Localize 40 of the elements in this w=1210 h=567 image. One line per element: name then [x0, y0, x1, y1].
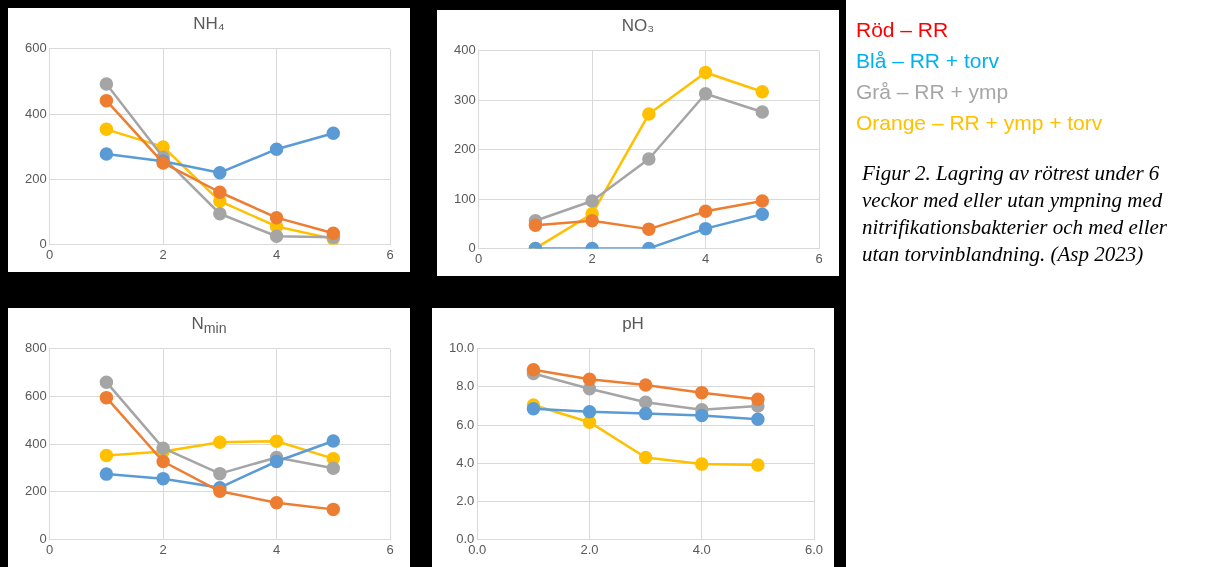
y-tick-label: 0: [39, 530, 47, 546]
y-tick-label: 200: [453, 141, 476, 157]
x-tick-label: 6: [386, 541, 394, 557]
x-tick-label: 4.0: [692, 541, 711, 557]
y-tick-label: 600: [24, 388, 47, 404]
x-tick-label: 2: [588, 250, 596, 266]
y-tick-label: 8.0: [456, 378, 475, 394]
x-tick-label: 6.0: [804, 541, 824, 557]
y-tick-label: 4.0: [456, 454, 475, 470]
text: Röd – RR: [856, 17, 950, 43]
x-tick-label: 6: [815, 250, 823, 266]
y-tick-label: 10.0: [448, 340, 475, 356]
y-tick-label: 600: [24, 40, 47, 56]
x-tick-label: 2: [159, 541, 167, 557]
y-tick-label: 400: [24, 105, 47, 121]
chart-title: NH₄: [192, 14, 226, 34]
y-tick-label: 200: [24, 483, 47, 499]
y-tick-label: 0.0: [456, 530, 475, 546]
chart-title: pH: [621, 314, 645, 334]
text: Blå – RR + torv: [856, 48, 1000, 74]
x-tick-label: 4: [701, 250, 710, 266]
y-tick-label: 200: [24, 170, 47, 186]
y-tick-label: 6.0: [456, 416, 475, 432]
y-tick-label: 2.0: [456, 492, 475, 508]
y-tick-label: 400: [453, 42, 476, 58]
x-tick-label: 2.0: [580, 541, 599, 557]
y-tick-label: 800: [24, 340, 47, 356]
x-tick-label: 4: [272, 246, 281, 262]
x-tick-label: 2: [159, 246, 167, 262]
y-tick-label: 100: [453, 190, 476, 206]
x-tick-label: 6: [386, 246, 394, 262]
chart-title: N$_{min}$: [190, 314, 228, 337]
x-tick-label: 4: [272, 541, 281, 557]
y-tick-label: 400: [24, 435, 47, 451]
text: Orange – RR + ymp + torv: [856, 110, 1104, 136]
y-tick-label: 0: [39, 235, 47, 251]
chart-title: NO₃: [620, 16, 656, 36]
text: Figur 2. Lagring av rötrest under 6 veckor med eller utan ympning med nitrifikationsbakterier och med eller utan torvinblandning. (Asp 2023): [862, 160, 1169, 268]
y-tick-label: 300: [453, 91, 476, 107]
text: Grå – RR + ymp: [856, 79, 1010, 105]
